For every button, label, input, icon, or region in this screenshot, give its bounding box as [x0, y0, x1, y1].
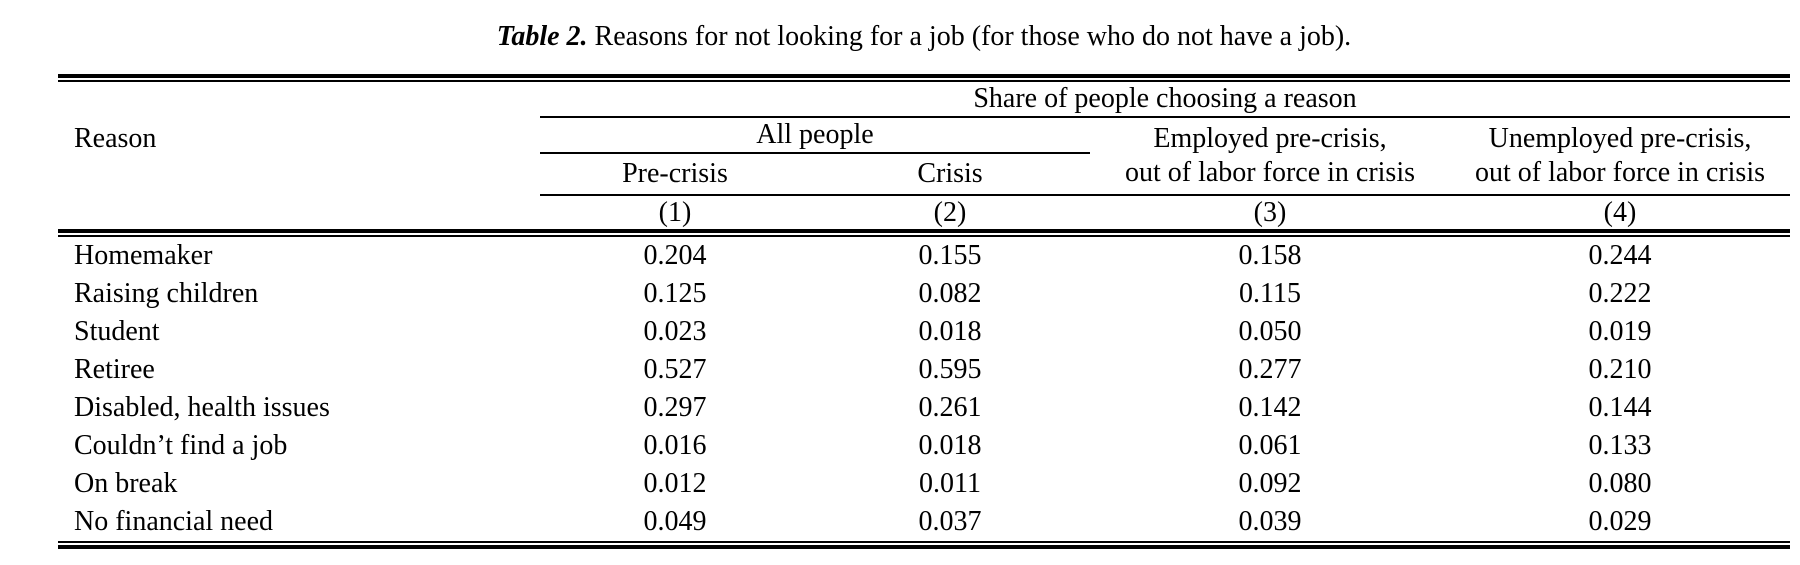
table-body: Homemaker 0.204 0.155 0.158 0.244 Raisin…: [58, 237, 1791, 549]
value-cell: 0.158: [1238, 240, 1302, 271]
row-label-cell: Disabled, health issues: [74, 392, 330, 423]
value-cell: 0.039: [1238, 506, 1302, 537]
value-cell: 0.061: [1238, 430, 1302, 461]
value-cell: 0.527: [643, 354, 707, 385]
value-cell: 0.155: [918, 240, 982, 271]
value-cell: 0.050: [1238, 316, 1302, 347]
row-label-cell: Homemaker: [74, 240, 213, 271]
table-caption-label: Table 2.: [496, 21, 588, 52]
value-cell: 0.277: [1238, 354, 1302, 385]
value-cell: 0.204: [643, 240, 707, 271]
value-cell: 0.244: [1588, 240, 1652, 271]
value-cell: 0.037: [918, 506, 982, 537]
data-table: Reason Share of people choosing a reason…: [58, 82, 1791, 549]
row-label-cell: On break: [74, 468, 178, 499]
value-cell: 0.019: [1588, 316, 1652, 347]
col-header-pre-crisis: Pre-crisis: [540, 154, 810, 196]
bottom-separator-row: [58, 541, 1791, 549]
table-row: Homemaker 0.204 0.155 0.158 0.244: [58, 237, 1790, 275]
col-header-unemployed-line1: Unemployed pre-crisis,: [1488, 123, 1752, 154]
value-cell: 0.125: [643, 278, 707, 309]
value-cell: 0.049: [643, 506, 707, 537]
value-cell: 0.080: [1588, 468, 1652, 499]
col-group-all-people: All people: [540, 118, 1090, 154]
row-label-cell: No financial need: [74, 506, 274, 537]
header-row-groups: All people Employed pre-crisis, out of l…: [58, 118, 1791, 196]
value-cell: 0.092: [1238, 468, 1302, 499]
col-header-crisis: Crisis: [810, 154, 1090, 196]
row-label-cell: Retiree: [74, 354, 155, 385]
table-row: Disabled, health issues 0.297 0.261 0.14…: [58, 389, 1790, 427]
col-number-1: (1): [658, 196, 692, 228]
col-number-4: (4): [1603, 196, 1637, 228]
table-row: No financial need 0.049 0.037 0.039 0.02…: [58, 503, 1790, 541]
bottom-double-rule: [58, 541, 1791, 549]
col-number-2: (2): [933, 196, 967, 228]
row-label-cell: Raising children: [74, 278, 259, 309]
value-cell: 0.222: [1588, 278, 1652, 309]
row-label-cell: Student: [74, 316, 160, 347]
value-cell: 0.029: [1588, 506, 1652, 537]
col-header-employed-line2: out of labor force in crisis: [1124, 157, 1416, 188]
mid-double-rule: [58, 229, 1791, 237]
value-cell: 0.115: [1239, 278, 1301, 309]
col-header-employed-line1: Employed pre-crisis,: [1153, 123, 1387, 154]
value-cell: 0.297: [643, 392, 707, 423]
value-cell: 0.012: [643, 468, 707, 499]
col-number-3: (3): [1253, 196, 1287, 228]
value-cell: 0.261: [918, 392, 982, 423]
value-cell: 0.144: [1588, 392, 1652, 423]
value-cell: 0.210: [1588, 354, 1652, 385]
col-header-unemployed: Unemployed pre-crisis, out of labor forc…: [1450, 118, 1791, 196]
header-row-share: Reason Share of people choosing a reason: [58, 82, 1791, 154]
table-row: On break 0.012 0.011 0.092 0.080: [58, 465, 1790, 503]
table-row: Retiree 0.527 0.595 0.277 0.210: [58, 351, 1790, 389]
header-separator-row: [58, 229, 1791, 237]
value-cell: 0.595: [918, 354, 982, 385]
value-cell: 0.023: [643, 316, 707, 347]
header-row-numbers: (1) (2) (3) (4): [58, 196, 1790, 229]
header-row-subgroups: Pre-crisis Crisis: [58, 154, 1790, 196]
value-cell: 0.011: [919, 468, 981, 499]
row-label-cell: Couldn’t find a job: [74, 430, 288, 461]
table-header: Reason Share of people choosing a reason…: [58, 82, 1791, 237]
col-header-employed: Employed pre-crisis, out of labor force …: [1090, 118, 1450, 196]
table-row: Student 0.023 0.018 0.050 0.019: [58, 313, 1790, 351]
table-row: Couldn’t find a job 0.016 0.018 0.061 0.…: [58, 427, 1790, 465]
table-caption: Table 2. Reasons for not looking for a j…: [58, 21, 1790, 53]
col-header-reason: Reason: [74, 123, 157, 154]
table-caption-text: Reasons for not looking for a job (for t…: [594, 21, 1352, 52]
col-number-blank: [58, 196, 540, 229]
table-row: Raising children 0.125 0.082 0.115 0.222: [58, 275, 1790, 313]
value-cell: 0.018: [918, 430, 982, 461]
value-cell: 0.016: [643, 430, 707, 461]
top-double-rule: [58, 74, 1790, 82]
value-cell: 0.082: [918, 278, 982, 309]
value-cell: 0.018: [918, 316, 982, 347]
value-cell: 0.142: [1238, 392, 1302, 423]
value-cell: 0.133: [1588, 430, 1652, 461]
col-header-unemployed-line2: out of labor force in crisis: [1474, 157, 1766, 188]
col-group-share: Share of people choosing a reason: [540, 82, 1791, 118]
